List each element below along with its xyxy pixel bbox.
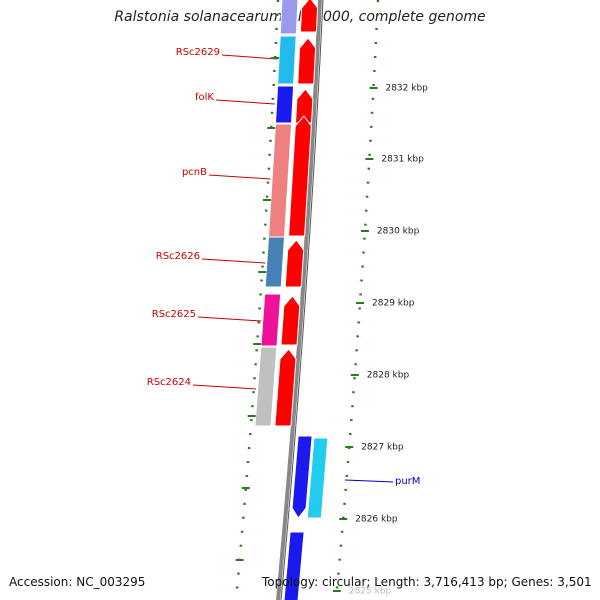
forward-cds-arrow [288,115,312,237]
gene-block [306,437,329,519]
gene-block [254,346,278,427]
gene-label: RSc2625 [152,309,196,320]
gene-label-leader [208,174,271,180]
gene-label: RSc2626 [156,251,200,262]
forward-cds-arrow [299,0,319,33]
gene-label: folK [195,92,214,103]
backbone-edge [280,0,324,600]
reverse-cds-arrow [291,435,313,519]
accession-text: Accession: NC_003295 [9,575,146,589]
scale-tick-label: 2829 kbp [372,299,415,309]
forward-cds-arrow [297,37,317,85]
scale-tick-label: 2831 kbp [381,155,424,165]
gene-label: pcnB [182,167,207,178]
scale-tick-label: 2827 kbp [361,443,404,453]
gene-block [264,236,286,288]
forward-cds-arrow [274,348,297,427]
gene-label-leader [221,54,278,60]
reverse-cds-arrow [283,531,305,600]
gene-block [267,123,293,238]
gene-label-leader [344,479,394,483]
scale-tick-label: 2830 kbp [377,227,420,237]
scale-tick-label: 2832 kbp [385,84,428,94]
genome-summary-text: Topology: circular; Length: 3,716,413 bp… [262,575,592,589]
map-title: Ralstonia solanacearum GMI1000, complete… [114,9,486,25]
gene-block [279,0,299,35]
gene-label-leader [192,384,257,390]
gene-block [260,293,282,347]
scale-tick-label: 2826 kbp [355,515,398,525]
gene-label-leader [215,99,275,105]
scale-tick-label: 2828 kbp [367,371,410,381]
gene-label-leader [197,316,262,322]
backbone [276,0,322,600]
gene-block [274,85,295,124]
gene-block [277,35,297,85]
gene-label-leader [201,258,266,264]
gene-label: RSc2624 [147,377,191,388]
forward-cds-arrow [280,295,301,346]
scale-tick-label: 2825 kbp [349,587,392,597]
gene-label: purM [395,476,420,487]
forward-cds-arrow [284,239,305,288]
gene-label: RSc2629 [176,47,220,58]
